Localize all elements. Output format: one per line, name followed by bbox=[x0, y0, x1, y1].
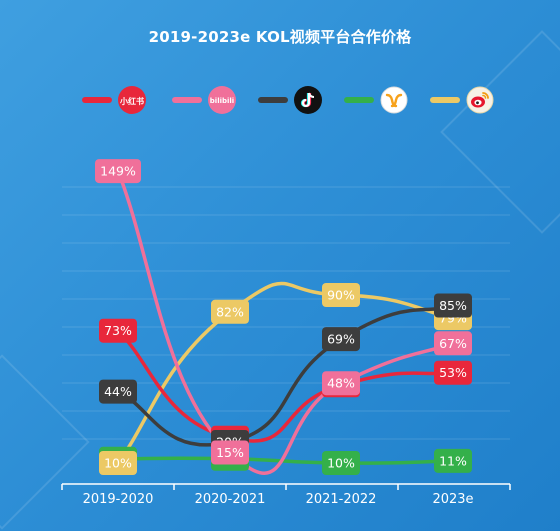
data-label-text: 44% bbox=[104, 384, 132, 399]
data-label: 69% bbox=[322, 327, 360, 352]
data-label: 149% bbox=[95, 159, 141, 184]
data-label-box bbox=[95, 159, 141, 184]
data-label-text: 10% bbox=[327, 456, 355, 471]
x-tick-label: 2019-2020 bbox=[83, 492, 154, 507]
data-label: 85% bbox=[434, 293, 472, 318]
data-label-text: 73% bbox=[104, 323, 132, 338]
series-line-weibo bbox=[116, 281, 455, 465]
data-label: 10% bbox=[99, 451, 137, 475]
data-label-box bbox=[322, 451, 360, 475]
x-tick-label: 2020-2021 bbox=[195, 492, 266, 507]
data-label-box bbox=[434, 293, 472, 318]
data-label: 82% bbox=[211, 299, 249, 324]
data-label-text: 67% bbox=[439, 336, 467, 351]
data-label-box bbox=[322, 371, 360, 396]
data-label-box bbox=[211, 440, 249, 465]
data-label: 73% bbox=[99, 318, 137, 343]
data-label-text: 69% bbox=[327, 332, 355, 347]
kuaishou-icon bbox=[380, 86, 408, 114]
data-label-box bbox=[434, 448, 472, 473]
data-label: 48% bbox=[322, 371, 360, 396]
gridlines bbox=[62, 186, 510, 440]
chart-title: 2019-2023e KOL视频平台合作价格 bbox=[148, 28, 412, 46]
svg-text:小红书: 小红书 bbox=[119, 96, 144, 106]
data-label-box bbox=[322, 327, 360, 352]
data-label-box bbox=[434, 360, 472, 385]
data-label-box bbox=[211, 299, 249, 324]
x-tick-label: 2021-2022 bbox=[306, 492, 377, 507]
data-label-text: 53% bbox=[439, 365, 467, 380]
legend-swatch bbox=[344, 97, 374, 103]
data-label-text: 48% bbox=[327, 376, 355, 391]
series-line-xiaohongshu bbox=[116, 328, 455, 443]
data-label-text: 82% bbox=[216, 304, 244, 319]
data-label-text: 11% bbox=[439, 453, 467, 468]
data-label: 53% bbox=[434, 360, 472, 385]
series-line-tiktok bbox=[116, 303, 455, 447]
data-label-text: 15% bbox=[216, 445, 244, 460]
bilibili-icon: bilibili bbox=[208, 86, 236, 114]
data-label-box bbox=[434, 331, 472, 356]
data-label-box bbox=[322, 283, 360, 307]
series-line-kuaishou bbox=[116, 456, 455, 465]
data-label: 15% bbox=[211, 440, 249, 465]
svg-text:bilibili: bilibili bbox=[210, 97, 234, 105]
legend-swatch bbox=[258, 97, 288, 103]
data-label: 44% bbox=[99, 379, 137, 404]
data-label-box bbox=[99, 318, 137, 343]
weibo-icon bbox=[466, 86, 494, 114]
legend-swatch bbox=[172, 97, 202, 103]
data-label-text: 85% bbox=[439, 298, 467, 313]
data-label: 10% bbox=[322, 451, 360, 475]
data-label: 90% bbox=[322, 283, 360, 307]
data-label-text: 90% bbox=[327, 288, 355, 303]
x-tick-label: 2023e bbox=[432, 492, 473, 507]
data-label-box bbox=[99, 379, 137, 404]
legend-swatch bbox=[430, 97, 460, 103]
data-label-text: 10% bbox=[104, 456, 132, 471]
tiktok-icon bbox=[294, 86, 322, 114]
xiaohongshu-icon: 小红书 bbox=[118, 86, 146, 114]
data-label: 11% bbox=[434, 448, 472, 473]
legend-swatch bbox=[82, 97, 112, 103]
series-line-bilibili bbox=[116, 169, 455, 475]
data-label-box bbox=[99, 451, 137, 475]
data-label: 67% bbox=[434, 331, 472, 356]
data-label-text: 149% bbox=[100, 164, 136, 179]
